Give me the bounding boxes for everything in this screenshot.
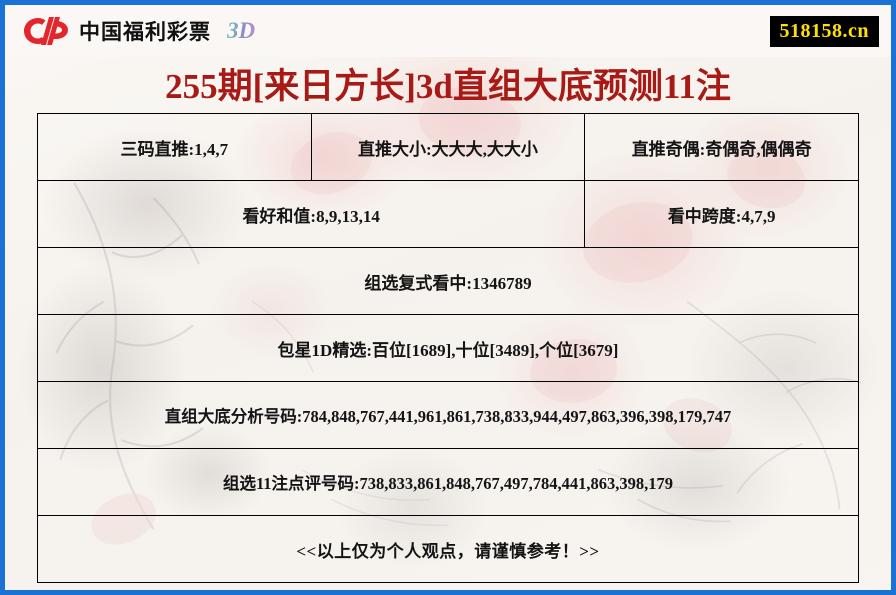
brand-3d-label: 3D [227,18,256,43]
prediction-table: 三码直推:1,4,7 直推大小:大大大,大大小 直推奇偶:奇偶奇,偶偶奇 看好和… [36,113,859,584]
table-row: 组选11注点评号码:738,833,861,848,767,497,784,44… [37,448,859,517]
table-row: 包星1D精选:百位[1689],十位[3489],个位[3679] [37,314,859,383]
prediction-table-wrapper: 三码直推:1,4,7 直推大小:大大大,大大小 直推奇偶:奇偶奇,偶偶奇 看好和… [5,113,891,584]
cell-three-code-direct: 三码直推:1,4,7 [37,113,312,182]
brand-name: 中国福利彩票 [79,20,211,44]
cell-direct-size: 直推大小:大大大,大大小 [310,113,586,182]
cell-group-11-numbers: 组选11注点评号码:738,833,861,848,767,497,784,44… [37,448,859,517]
site-url-badge: 518158.cn [769,15,879,47]
cell-analysis-numbers: 直组大底分析号码:784,848,767,441,961,861,738,833… [37,381,859,450]
table-row: 组选复式看中:1346789 [37,247,859,316]
table-row: 三码直推:1,4,7 直推大小:大大大,大大小 直推奇偶:奇偶奇,偶偶奇 [37,113,859,182]
cell-1d-selection: 包星1D精选:百位[1689],十位[3489],个位[3679] [37,314,859,383]
cell-disclaimer: <<以上仅为个人观点，请谨慎参考！>> [37,515,859,584]
table-row: 看好和值:8,9,13,14 看中跨度:4,7,9 [36,180,859,249]
page-title: 255期[来日方长]3d直组大底预测11注 [165,67,731,106]
cell-favored-sum: 看好和值:8,9,13,14 [36,180,586,249]
cell-group-compound: 组选复式看中:1346789 [37,247,859,316]
table-row: <<以上仅为个人观点，请谨慎参考！>> [37,515,859,584]
china-welfare-lottery-logo-icon [24,17,68,45]
table-row: 直组大底分析号码:784,848,767,441,961,861,738,833… [37,381,859,450]
cell-direct-odd-even: 直推奇偶:奇偶奇,偶偶奇 [584,113,859,182]
cell-favored-span: 看中跨度:4,7,9 [584,180,859,249]
brand-block: 中国福利彩票 3D [23,14,255,48]
site-header: 中国福利彩票 3D 518158.cn [5,5,891,57]
